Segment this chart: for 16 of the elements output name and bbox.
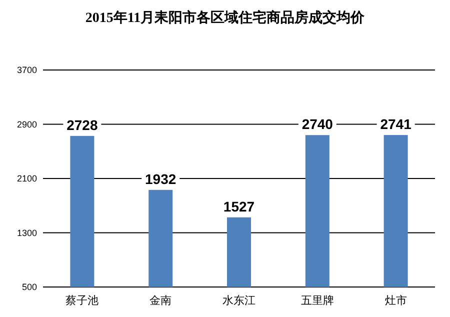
x-tick-label: 金南 — [150, 294, 172, 307]
data-label: 1527 — [223, 198, 255, 214]
data-label: 2728 — [66, 116, 98, 133]
x-tick-label: 灶市 — [384, 294, 407, 307]
y-tick-label: 2900 — [16, 119, 37, 130]
y-tick-label: 3700 — [16, 65, 37, 75]
y-tick-label: 2100 — [16, 174, 37, 184]
data-label: 2741 — [380, 116, 412, 132]
data-label: 1932 — [145, 170, 176, 187]
x-tick-label: 五里牌 — [300, 295, 334, 307]
x-tick-label: 蔡子池 — [66, 294, 99, 307]
y-tick-label: 1300 — [16, 228, 37, 238]
data-label: 2740 — [302, 116, 334, 132]
chart-title: 2015年11月耒阳市各区域住宅商品房成交均价 — [85, 9, 366, 26]
x-tick-label: 水东江 — [222, 294, 256, 307]
y-tick-label: 500 — [22, 282, 37, 292]
